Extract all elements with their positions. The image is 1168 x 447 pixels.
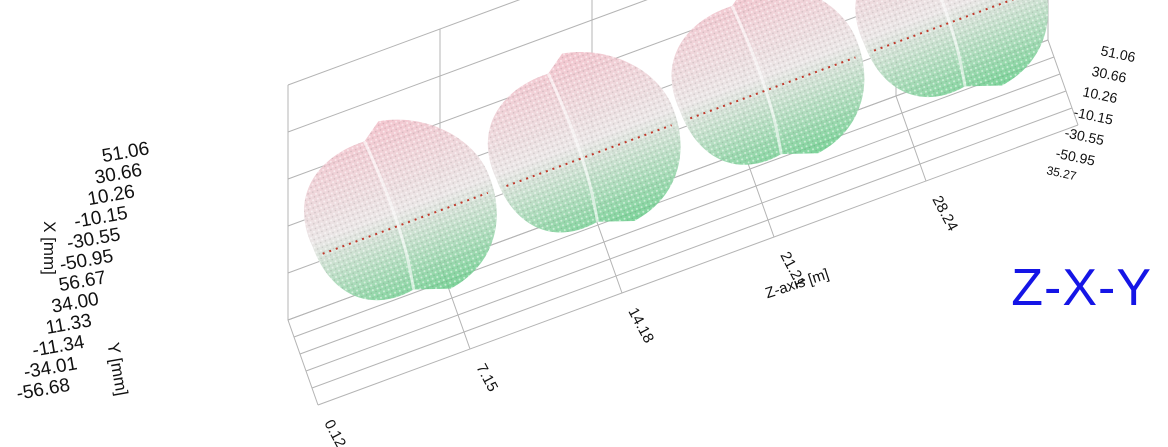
cloud-ridge xyxy=(914,0,967,87)
y-gridline xyxy=(299,73,1061,355)
z-tick-label: 14.18 xyxy=(624,305,657,346)
y-gridline xyxy=(317,124,1079,406)
z-tick-label: 0.12 xyxy=(320,417,349,447)
z-gridline xyxy=(1047,0,1079,126)
cloud-ridge xyxy=(363,140,416,290)
y-axis-title: Y [mm] xyxy=(103,341,131,397)
cloud-texture xyxy=(304,119,497,301)
y-gridline xyxy=(305,90,1067,372)
x-axis-title: X [mm] xyxy=(40,221,59,275)
y-tick-label: -56.68 xyxy=(15,375,72,405)
cloud-centerline xyxy=(322,191,489,255)
point-cloud-3 xyxy=(671,0,865,165)
cloud-texture xyxy=(671,0,865,165)
right-x-tick-label: 51.06 xyxy=(1099,42,1137,65)
point-clouds xyxy=(304,0,1049,301)
x-gridline xyxy=(287,0,648,133)
cloud-centerline xyxy=(873,0,1040,52)
y-gridline xyxy=(311,107,1073,389)
x-gridline xyxy=(287,0,521,86)
right-x-tick-label: -30.55 xyxy=(1063,124,1105,148)
point-cloud-4 xyxy=(855,0,1049,98)
cloud-ridge xyxy=(546,73,599,223)
cloud-texture xyxy=(855,0,1049,98)
view-label: Z-X-Y xyxy=(1011,259,1152,317)
cloud-ridge xyxy=(730,5,783,155)
cloud-centerline xyxy=(689,56,856,120)
cloud-centerline xyxy=(506,124,672,187)
z-tick-label: 28.24 xyxy=(928,193,961,234)
cloud-texture xyxy=(487,52,681,233)
z-end-tick-label: 35.27 xyxy=(1045,163,1078,183)
point-cloud-1 xyxy=(304,119,497,301)
point-cloud-2 xyxy=(487,52,681,233)
right-x-tick-label: 10.26 xyxy=(1081,83,1119,106)
right-x-tick-label: 30.66 xyxy=(1090,63,1128,86)
right-x-tick-label: -10.15 xyxy=(1072,104,1114,128)
y-gridline xyxy=(293,56,1055,338)
z-tick-label: 7.15 xyxy=(472,361,501,395)
